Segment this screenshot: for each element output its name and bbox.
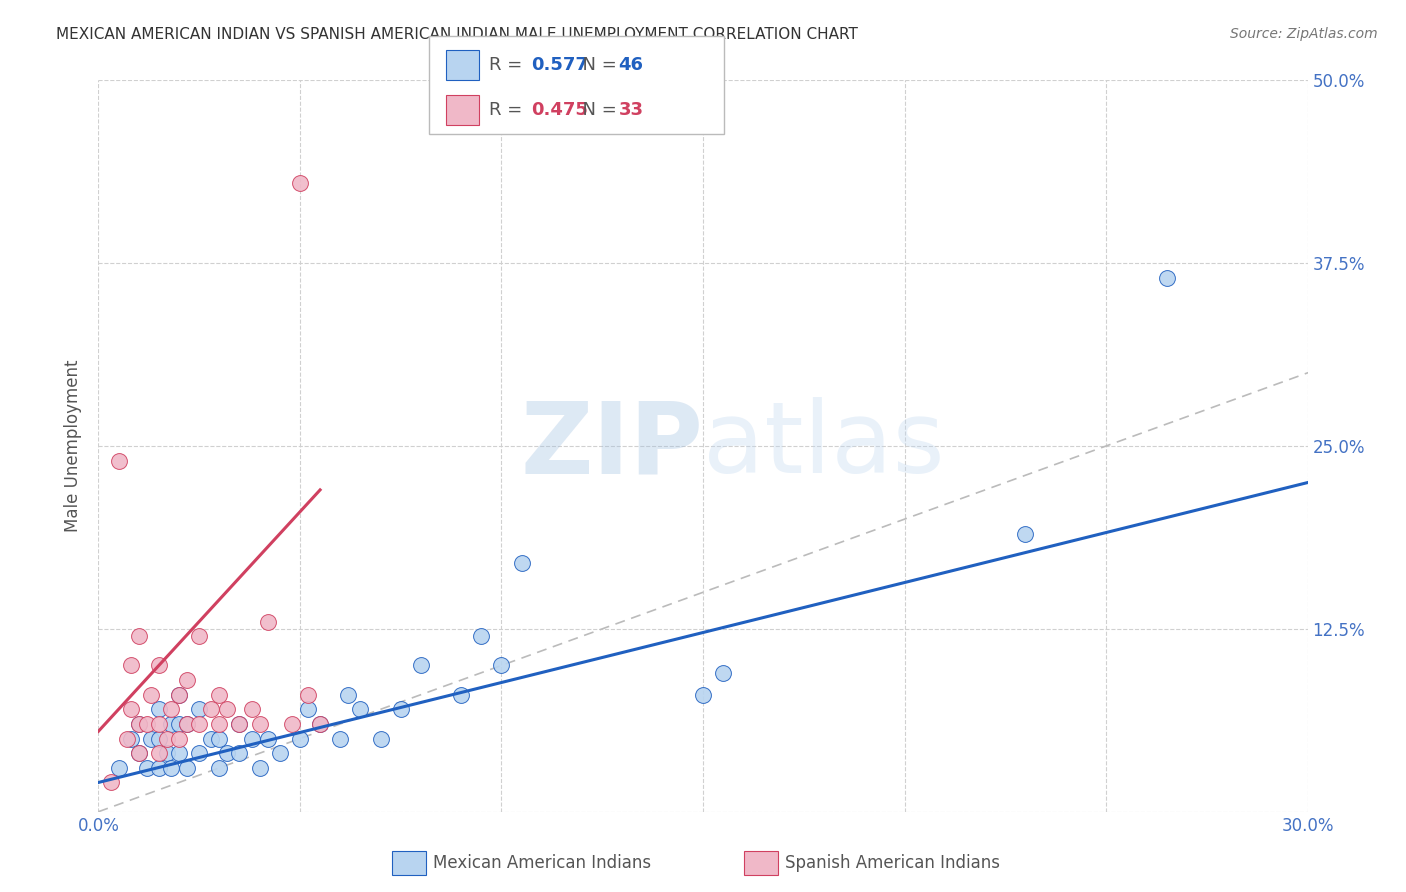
Point [281,717,304,731]
Point [269,746,291,760]
Point [156,746,179,760]
Point [167,688,190,702]
Point [176,761,198,775]
Point [200,731,222,746]
Text: atlas: atlas [703,398,945,494]
Point [160,717,183,731]
Point [148,702,170,716]
Point [450,688,472,702]
Point [228,717,250,731]
Point [256,615,278,629]
Point [409,658,432,673]
Point [510,556,533,570]
Point [160,702,183,716]
Point [188,702,211,716]
Text: 0.577: 0.577 [531,56,588,74]
Point [309,717,332,731]
Point [329,731,352,746]
Point [309,717,332,731]
Point [208,731,231,746]
Text: Mexican American Indians: Mexican American Indians [433,855,651,872]
Point [139,688,162,702]
Point [349,702,371,716]
Point [115,731,138,746]
Point [176,673,198,687]
Point [167,731,190,746]
Point [288,176,311,190]
Point [188,746,211,760]
Point [217,746,239,760]
Point [176,717,198,731]
Point [188,717,211,731]
Point [491,658,513,673]
Point [135,717,157,731]
Point [139,731,162,746]
Point [228,746,250,760]
Point [107,453,129,467]
Point [188,629,211,643]
Text: 46: 46 [619,56,644,74]
Point [148,746,170,760]
Point [208,761,231,775]
Point [148,731,170,746]
Point [148,717,170,731]
Point [128,717,150,731]
Point [370,731,392,746]
Point [156,731,179,746]
Text: ZIP: ZIP [520,398,703,494]
Y-axis label: Male Unemployment: Male Unemployment [65,359,83,533]
Point [128,629,150,643]
Point [297,688,319,702]
Point [167,746,190,760]
Point [208,688,231,702]
Point [200,702,222,716]
Point [148,658,170,673]
Point [176,717,198,731]
Point [208,717,231,731]
Text: 0.475: 0.475 [531,101,588,119]
Point [240,702,263,716]
Text: Source: ZipAtlas.com: Source: ZipAtlas.com [1230,27,1378,41]
Point [337,688,360,702]
Point [240,731,263,746]
Point [167,688,190,702]
Text: Spanish American Indians: Spanish American Indians [785,855,1000,872]
Point [120,731,142,746]
Point [692,688,714,702]
Point [470,629,492,643]
Point [128,717,150,731]
Point [128,746,150,760]
Point [128,746,150,760]
Point [160,761,183,775]
Text: 33: 33 [619,101,644,119]
Text: N =: N = [571,56,623,74]
Text: MEXICAN AMERICAN INDIAN VS SPANISH AMERICAN INDIAN MALE UNEMPLOYMENT CORRELATION: MEXICAN AMERICAN INDIAN VS SPANISH AMERI… [56,27,858,42]
Point [135,761,157,775]
Point [1014,526,1036,541]
Point [228,717,250,731]
Point [1156,270,1178,285]
Point [148,761,170,775]
Point [120,702,142,716]
Point [217,702,239,716]
Point [167,717,190,731]
Point [249,717,271,731]
Point [249,761,271,775]
Text: R =: R = [489,101,529,119]
Point [107,761,129,775]
Point [389,702,412,716]
Point [120,658,142,673]
Point [100,775,122,789]
Point [711,665,734,680]
Point [288,731,311,746]
Point [256,731,278,746]
Text: R =: R = [489,56,529,74]
Point [297,702,319,716]
Text: N =: N = [571,101,623,119]
